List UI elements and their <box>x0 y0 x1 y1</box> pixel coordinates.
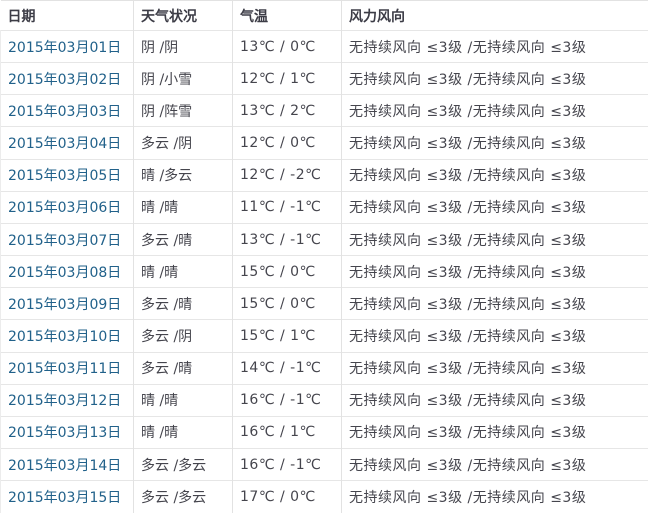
column-header-weather: 天气状况 <box>133 0 233 31</box>
date-cell: 2015年03月06日 <box>0 190 134 224</box>
wind-cell: 无持续风向 ≤3级 /无持续风向 ≤3级 <box>341 480 648 513</box>
date-link[interactable]: 2015年03月14日 <box>8 457 122 474</box>
date-cell: 2015年03月09日 <box>0 287 134 320</box>
table-row: 2015年03月05日 晴 /多云 12℃ / -2℃ 无持续风向 ≤3级 /无… <box>0 158 648 192</box>
date-link[interactable]: 2015年03月15日 <box>8 490 122 507</box>
date-link[interactable]: 2015年03月04日 <box>8 136 122 153</box>
column-header-temperature: 气温 <box>232 0 342 31</box>
wind-cell: 无持续风向 ≤3级 /无持续风向 ≤3级 <box>341 29 648 63</box>
table-row: 2015年03月03日 阴 /阵雪 13℃ / 2℃ 无持续风向 ≤3级 /无持… <box>0 94 648 127</box>
date-link[interactable]: 2015年03月02日 <box>8 71 122 88</box>
table-row: 2015年03月06日 晴 /晴 11℃ / -1℃ 无持续风向 ≤3级 /无持… <box>0 190 648 224</box>
table-row: 2015年03月07日 多云 /晴 13℃ / -1℃ 无持续风向 ≤3级 /无… <box>0 222 648 256</box>
table-row: 2015年03月13日 晴 /晴 16℃ / 1℃ 无持续风向 ≤3级 /无持续… <box>0 415 648 449</box>
temperature-cell: 15℃ / 1℃ <box>232 319 342 353</box>
weather-cell: 阴 /小雪 <box>133 62 233 95</box>
wind-cell: 无持续风向 ≤3级 /无持续风向 ≤3级 <box>341 383 648 417</box>
wind-cell: 无持续风向 ≤3级 /无持续风向 ≤3级 <box>341 158 648 192</box>
wind-cell: 无持续风向 ≤3级 /无持续风向 ≤3级 <box>341 448 648 481</box>
wind-cell: 无持续风向 ≤3级 /无持续风向 ≤3级 <box>341 351 648 385</box>
weather-cell: 多云 /晴 <box>133 351 233 385</box>
date-cell: 2015年03月03日 <box>0 94 134 127</box>
temperature-cell: 16℃ / 1℃ <box>232 415 342 449</box>
temperature-cell: 12℃ / 0℃ <box>232 126 342 160</box>
weather-cell: 多云 /多云 <box>133 480 233 513</box>
wind-cell: 无持续风向 ≤3级 /无持续风向 ≤3级 <box>341 222 648 256</box>
date-link[interactable]: 2015年03月05日 <box>8 168 122 185</box>
weather-cell: 晴 /晴 <box>133 415 233 449</box>
temperature-cell: 12℃ / 1℃ <box>232 62 342 95</box>
column-header-date: 日期 <box>0 0 134 31</box>
date-cell: 2015年03月11日 <box>0 351 134 385</box>
temperature-cell: 14℃ / -1℃ <box>232 351 342 385</box>
date-cell: 2015年03月12日 <box>0 383 134 417</box>
date-link[interactable]: 2015年03月09日 <box>8 296 122 313</box>
table-row: 2015年03月01日 阴 /阴 13℃ / 0℃ 无持续风向 ≤3级 /无持续… <box>0 29 648 63</box>
table-row: 2015年03月09日 多云 /晴 15℃ / 0℃ 无持续风向 ≤3级 /无持… <box>0 287 648 320</box>
date-cell: 2015年03月13日 <box>0 415 134 449</box>
temperature-cell: 17℃ / 0℃ <box>232 480 342 513</box>
column-header-wind: 风力风向 <box>349 8 405 25</box>
date-link[interactable]: 2015年03月12日 <box>8 393 122 410</box>
table-row: 2015年03月11日 多云 /晴 14℃ / -1℃ 无持续风向 ≤3级 /无… <box>0 351 648 385</box>
table-row: 2015年03月15日 多云 /多云 17℃ / 0℃ 无持续风向 ≤3级 /无… <box>0 480 648 513</box>
wind-cell: 无持续风向 ≤3级 /无持续风向 ≤3级 <box>341 126 648 160</box>
date-link[interactable]: 2015年03月11日 <box>8 361 122 378</box>
wind-cell: 无持续风向 ≤3级 /无持续风向 ≤3级 <box>341 415 648 449</box>
wind-cell: 无持续风向 ≤3级 /无持续风向 ≤3级 <box>341 319 648 353</box>
weather-cell: 晴 /晴 <box>133 190 233 224</box>
date-link[interactable]: 2015年03月03日 <box>8 103 122 120</box>
temperature-cell: 11℃ / -1℃ <box>232 190 342 224</box>
table-row: 2015年03月08日 晴 /晴 15℃ / 0℃ 无持续风向 ≤3级 /无持续… <box>0 255 648 288</box>
date-cell: 2015年03月14日 <box>0 448 134 481</box>
date-cell: 2015年03月02日 <box>0 62 134 95</box>
wind-cell: 无持续风向 ≤3级 /无持续风向 ≤3级 <box>341 255 648 288</box>
date-cell: 2015年03月01日 <box>0 29 134 63</box>
temperature-cell: 15℃ / 0℃ <box>232 287 342 320</box>
date-link[interactable]: 2015年03月10日 <box>8 328 122 345</box>
weather-cell: 晴 /晴 <box>133 255 233 288</box>
table-row: 2015年03月10日 多云 /阴 15℃ / 1℃ 无持续风向 ≤3级 /无持… <box>0 319 648 353</box>
date-link[interactable]: 2015年03月01日 <box>8 39 122 56</box>
wind-cell: 无持续风向 ≤3级 /无持续风向 ≤3级 <box>341 287 648 320</box>
weather-cell: 多云 /阴 <box>133 126 233 160</box>
date-cell: 2015年03月04日 <box>0 126 134 160</box>
date-cell: 2015年03月07日 <box>0 222 134 256</box>
date-cell: 2015年03月10日 <box>0 319 134 353</box>
weather-cell: 多云 /晴 <box>133 222 233 256</box>
weather-cell: 阴 /阴 <box>133 29 233 63</box>
temperature-cell: 13℃ / 2℃ <box>232 94 342 127</box>
temperature-cell: 13℃ / 0℃ <box>232 29 342 63</box>
weather-cell: 多云 /多云 <box>133 448 233 481</box>
temperature-cell: 16℃ / -1℃ <box>232 448 342 481</box>
temperature-cell: 16℃ / -1℃ <box>232 383 342 417</box>
temperature-cell: 15℃ / 0℃ <box>232 255 342 288</box>
date-link[interactable]: 2015年03月06日 <box>8 200 122 217</box>
date-link[interactable]: 2015年03月13日 <box>8 425 122 442</box>
weather-cell: 晴 /多云 <box>133 158 233 192</box>
table-row: 2015年03月04日 多云 /阴 12℃ / 0℃ 无持续风向 ≤3级 /无持… <box>0 126 648 160</box>
table-row: 2015年03月12日 晴 /晴 16℃ / -1℃ 无持续风向 ≤3级 /无持… <box>0 383 648 417</box>
wind-cell: 无持续风向 ≤3级 /无持续风向 ≤3级 <box>341 62 648 95</box>
date-link[interactable]: 2015年03月08日 <box>8 264 122 281</box>
temperature-cell: 12℃ / -2℃ <box>232 158 342 192</box>
table-body: 2015年03月01日 阴 /阴 13℃ / 0℃ 无持续风向 ≤3级 /无持续… <box>0 29 648 513</box>
weather-cell: 多云 /晴 <box>133 287 233 320</box>
date-cell: 2015年03月08日 <box>0 255 134 288</box>
table-row: 2015年03月14日 多云 /多云 16℃ / -1℃ 无持续风向 ≤3级 /… <box>0 448 648 481</box>
table-row: 2015年03月02日 阴 /小雪 12℃ / 1℃ 无持续风向 ≤3级 /无持… <box>0 62 648 95</box>
temperature-cell: 13℃ / -1℃ <box>232 222 342 256</box>
table-header-row: 日期 天气状况 气温 风力风向 <box>0 0 648 31</box>
date-cell: 2015年03月15日 <box>0 480 134 513</box>
wind-cell: 无持续风向 ≤3级 /无持续风向 ≤3级 <box>341 190 648 224</box>
date-link[interactable]: 2015年03月07日 <box>8 232 122 249</box>
date-cell: 2015年03月05日 <box>0 158 134 192</box>
weather-cell: 阴 /阵雪 <box>133 94 233 127</box>
weather-cell: 多云 /阴 <box>133 319 233 353</box>
weather-cell: 晴 /晴 <box>133 383 233 417</box>
wind-cell: 无持续风向 ≤3级 /无持续风向 ≤3级 <box>341 94 648 127</box>
